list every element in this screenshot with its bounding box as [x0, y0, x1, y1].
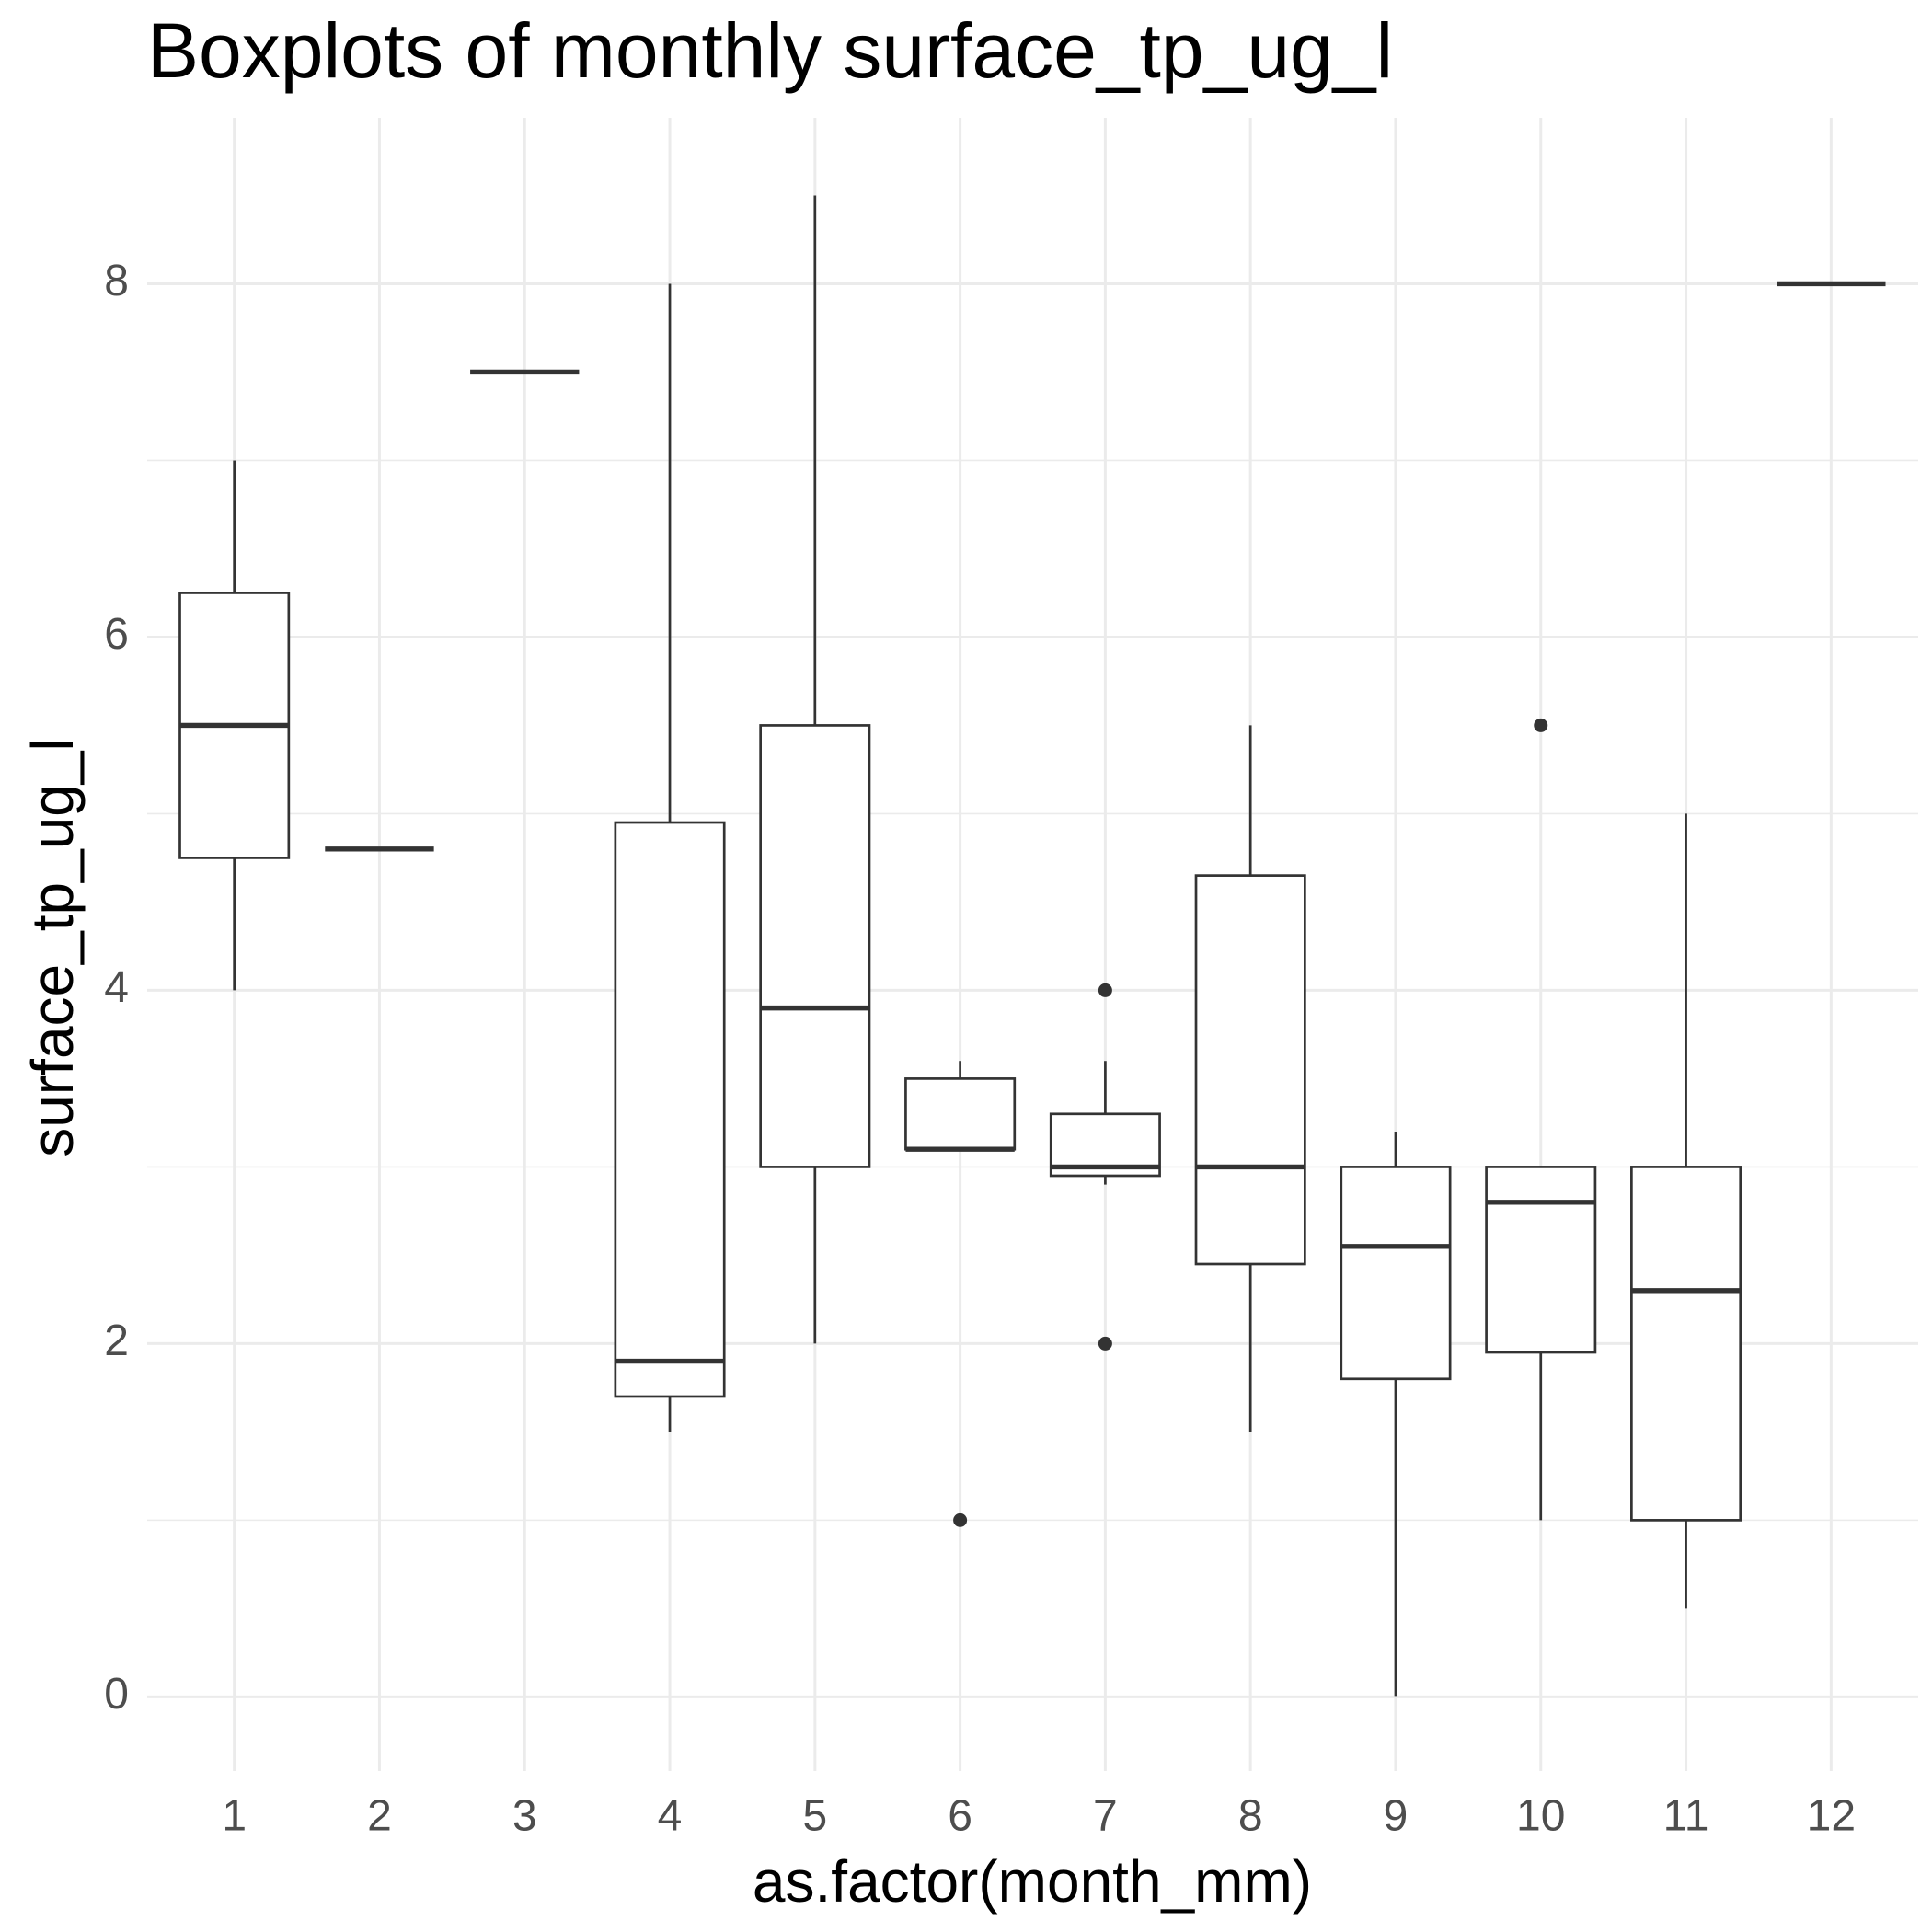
box: [1630, 1166, 1742, 1522]
box: [1485, 1166, 1597, 1354]
x-tick-label: 1: [222, 1792, 247, 1841]
x-tick-label: 7: [1093, 1792, 1118, 1841]
x-tick-label: 10: [1516, 1792, 1565, 1841]
outlier: [953, 1512, 968, 1527]
y-tick-label: 2: [104, 1317, 129, 1365]
x-axis-title: as.factor(month_mm): [753, 1848, 1312, 1915]
outlier: [1098, 1336, 1112, 1351]
y-axis-title: surface_tp_ug_l: [19, 738, 86, 1156]
x-tick-label: 2: [367, 1792, 392, 1841]
outlier: [1098, 983, 1112, 997]
x-tick-label: 6: [948, 1792, 972, 1841]
chart-title: Boxplots of monthly surface_tp_ug_l: [147, 7, 1393, 94]
x-tick-label: 12: [1807, 1792, 1856, 1841]
y-tick-label: 4: [104, 963, 129, 1012]
box: [904, 1077, 1017, 1151]
x-tick-label: 5: [802, 1792, 827, 1841]
box: [1340, 1166, 1452, 1381]
y-tick-label: 6: [104, 610, 129, 659]
box: [1194, 874, 1306, 1266]
outlier: [1534, 718, 1548, 732]
x-tick-label: 11: [1663, 1792, 1709, 1841]
box: [759, 724, 871, 1168]
box: [614, 821, 726, 1398]
x-tick-label: 3: [512, 1792, 537, 1841]
y-tick-label: 0: [104, 1670, 129, 1719]
y-tick-label: 8: [104, 257, 129, 305]
x-tick-label: 8: [1238, 1792, 1263, 1841]
x-tick-label: 9: [1384, 1792, 1409, 1841]
x-tick-label: 4: [658, 1792, 683, 1841]
